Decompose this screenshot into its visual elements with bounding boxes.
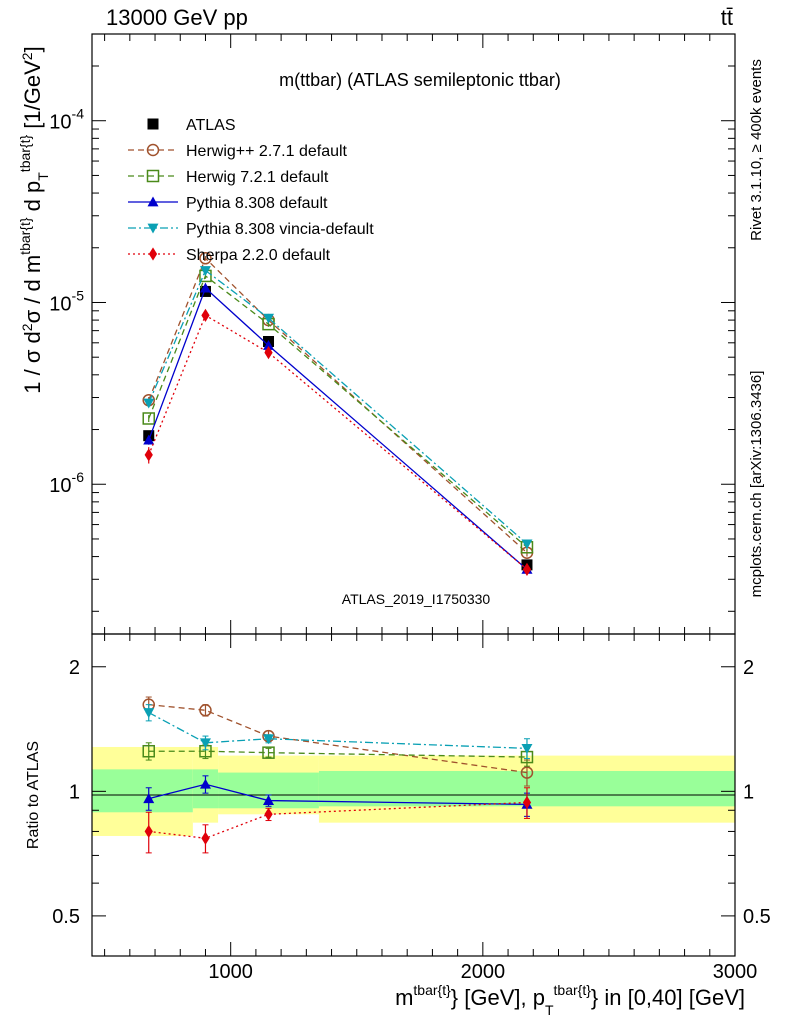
- ratio-data-point: [199, 704, 212, 717]
- series-5: [144, 308, 532, 577]
- ratio-series-line: [148, 703, 528, 774]
- main-y-tick-label: 10-4: [49, 106, 84, 134]
- legend-label: Herwig 7.2.1 default: [186, 169, 329, 186]
- ratio-series-line: [148, 801, 528, 839]
- x-tick-label: 1000: [208, 961, 253, 983]
- ratio-axis-ticks: 0.5 0.5 1 1 2 2 1000 2000 3000: [52, 634, 771, 983]
- ratio-band-inner-0: [92, 769, 193, 813]
- legend-marker: [147, 223, 159, 234]
- legend: ATLAS Herwig++ 2.7.1 default Herwig 7.2.1 …: [128, 117, 374, 264]
- series-line: [148, 314, 528, 570]
- ratio-series-3: [143, 704, 533, 760]
- legend-item-5: Sherpa 2.2.0 default: [128, 247, 331, 264]
- ratio-data-point: [262, 746, 275, 759]
- ratio-data-point: [264, 807, 273, 821]
- data-point: [199, 252, 212, 265]
- data-point: [263, 339, 275, 350]
- x-axis-label: mtbar{t}} [GeV], pTtbar{t}} in [0,40] [G…: [395, 982, 745, 1018]
- ratio-data-point: [522, 795, 532, 810]
- legend-label: Pythia 8.308 vincia-default: [186, 221, 374, 238]
- series-4: [143, 266, 533, 550]
- main-y-tick-label: 10-5: [49, 287, 84, 315]
- series-3: [143, 282, 533, 575]
- legend-label: Sherpa 2.2.0 default: [186, 247, 331, 264]
- x-tick-label: 2000: [461, 961, 506, 983]
- main-plot-title: m(ttbar) (ATLAS semileptonic ttbar): [279, 70, 561, 90]
- header-left-label: 13000 GeV pp: [106, 5, 248, 30]
- series-2: [142, 269, 534, 554]
- data-point: [199, 266, 211, 276]
- ratio-data-point: [142, 744, 155, 758]
- data-point: [199, 282, 211, 293]
- ratio-data-point: [520, 766, 534, 779]
- legend-marker: [146, 143, 160, 157]
- ratio-data-point: [263, 734, 275, 745]
- rivet-side-label: Rivet 3.1.10, ≥ 400k events: [748, 59, 765, 241]
- ratio-y-axis-label: Ratio to ATLAS: [25, 741, 42, 849]
- ratio-series-line: [148, 711, 527, 750]
- header-right-label: tt̄: [721, 5, 733, 30]
- legend-marker: [148, 247, 158, 261]
- data-point: [144, 448, 153, 462]
- data-point: [264, 345, 273, 360]
- series-line: [148, 274, 528, 548]
- data-point: [143, 398, 155, 409]
- legend-item-1: Herwig++ 2.7.1 default: [128, 143, 348, 160]
- legend-marker: [146, 169, 160, 183]
- data-point: [522, 562, 532, 577]
- legend-item-3: Pythia 8.308 default: [128, 195, 328, 212]
- legend-marker: [147, 118, 159, 130]
- mcplots-side-label: mcplots.cern.ch [arXiv:1306.3436]: [748, 371, 765, 598]
- ratio-data-point: [199, 778, 211, 789]
- ratio-data-point: [263, 795, 275, 805]
- x-tick-label: 3000: [713, 961, 758, 983]
- ratio-uncertainty-bands: [92, 746, 735, 836]
- ratio-data-point: [144, 824, 153, 839]
- main-plot-series: [142, 252, 534, 577]
- ratio-data-point: [201, 831, 210, 845]
- ratio-series-4: [144, 787, 532, 854]
- ratio-y-tick-label-right: 2: [743, 657, 754, 679]
- legend-item-4: Pythia 8.308 vincia-default: [128, 221, 374, 238]
- ratio-y-tick-label-left: 0.5: [52, 906, 80, 928]
- data-point: [143, 434, 155, 445]
- legend-item-0: ATLAS: [147, 117, 236, 134]
- data-point: [142, 412, 155, 425]
- series-line: [148, 269, 528, 545]
- ratio-y-tick-label-left: 2: [69, 657, 80, 679]
- ratio-data-point: [143, 793, 155, 804]
- main-y-tick-label: 10-6: [49, 469, 84, 497]
- legend-label: Herwig++ 2.7.1 default: [186, 143, 348, 160]
- legend-item-2: Herwig 7.2.1 default: [128, 169, 329, 186]
- ratio-y-tick-label-right: 1: [743, 781, 754, 803]
- legend-marker: [147, 196, 159, 207]
- ratio-series-line: [148, 783, 527, 806]
- data-point: [201, 308, 210, 322]
- ratio-y-tick-label-left: 1: [69, 781, 80, 803]
- svg-text:1 / σ d2σ / d mtbar{t} d pTtba: 1 / σ d2σ / d mtbar{t} d pTtbar{t} [1/Ge…: [17, 46, 51, 393]
- legend-label: ATLAS: [186, 117, 236, 134]
- ratio-data-point: [199, 738, 211, 749]
- ratio-plot-series: [142, 696, 534, 854]
- series-line: [148, 286, 528, 570]
- main-axis-ticks: 10-6 10-5 10-4: [49, 34, 736, 634]
- legend-label: Pythia 8.308 default: [186, 195, 328, 212]
- main-y-axis-label: 1 / σ d2σ / d mtbar{t} d pTtbar{t} [1/Ge…: [17, 46, 51, 393]
- analysis-watermark: ATLAS_2019_I1750330: [342, 591, 491, 607]
- ratio-data-point: [143, 708, 155, 719]
- series-0: [143, 285, 533, 571]
- data-point: [521, 539, 533, 550]
- ratio-data-point: [521, 743, 533, 754]
- data-point: [263, 313, 275, 324]
- ratio-y-tick-label-right: 0.5: [743, 906, 771, 928]
